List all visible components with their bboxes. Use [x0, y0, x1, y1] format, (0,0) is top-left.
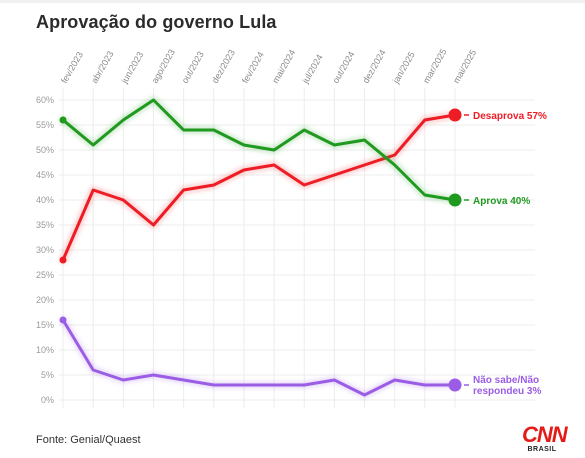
y-tick-label: 15% [36, 320, 54, 330]
end-point-disapprove [448, 108, 462, 122]
y-tick-label: 60% [36, 95, 54, 105]
x-tick-label: jul/2024 [300, 53, 325, 86]
start-point-approve [59, 116, 67, 124]
source-note: Fonte: Genial/Quaest [36, 434, 141, 446]
y-tick-label: 10% [36, 345, 54, 355]
y-tick-label: 40% [36, 195, 54, 205]
end-label-dontknow: respondeu 3% [473, 386, 541, 397]
x-tick-label: out/2023 [180, 50, 206, 85]
end-labels: Desaprova 57% Aprova 40% Não sabe/Nãorespo… [464, 111, 547, 397]
y-tick-label: 45% [36, 170, 54, 180]
y-tick-label: 55% [36, 120, 54, 130]
x-tick-label: mar/2025 [421, 47, 449, 85]
y-tick-label: 0% [41, 395, 54, 405]
logo-brand: CNN [522, 422, 568, 447]
gridlines [59, 88, 535, 408]
end-label-disapprove: Desaprova 57% [473, 111, 547, 122]
end-label-approve: Aprova 40% [473, 196, 530, 207]
y-tick-label: 50% [36, 145, 54, 155]
logo-sub: BRASIL [527, 446, 557, 453]
end-label-dontknow: Não sabe/Não [473, 375, 539, 386]
chart-title: Aprovação do governo Lula [36, 12, 277, 32]
y-tick-label: 35% [36, 220, 54, 230]
x-tick-label: mai/2025 [451, 48, 478, 85]
x-tick-label: mai/2024 [270, 48, 297, 85]
y-axis: 0% 5% 10% 15% 20% 25% 30% 35% 40% 45% 50% 55% 60% [36, 95, 54, 405]
end-point-approve [448, 193, 462, 207]
y-tick-label: 25% [36, 270, 54, 280]
x-axis: fev/2023 abr/2023 jun/2023 ago/2023 out/2023… [59, 47, 478, 86]
series-glow-disapprove [59, 111, 459, 264]
series-line-disapprove [61, 113, 457, 262]
x-tick-label: ago/2023 [150, 47, 177, 85]
x-tick-label: fev/2024 [240, 50, 266, 85]
y-tick-label: 20% [36, 295, 54, 305]
x-tick-label: out/2024 [330, 50, 356, 85]
x-tick-label: jun/2023 [119, 50, 145, 86]
start-point-disapprove [59, 256, 67, 264]
y-tick-label: 5% [41, 370, 54, 380]
series-line-approve [61, 98, 457, 202]
start-point-dontknow [59, 316, 67, 324]
end-point-dontknow [448, 378, 462, 392]
cnn-brasil-logo: CNN BRASIL [522, 422, 568, 454]
x-tick-label: abr/2023 [89, 49, 115, 85]
x-tick-label: dez/2024 [361, 48, 388, 85]
series-lines [59, 96, 462, 399]
x-tick-label: dez/2023 [210, 48, 237, 85]
x-tick-label: jan/2025 [390, 50, 416, 86]
x-tick-label: fev/2023 [59, 50, 85, 85]
y-tick-label: 30% [36, 245, 54, 255]
series-line-dontknow [61, 318, 457, 397]
top-rule [0, 0, 585, 3]
